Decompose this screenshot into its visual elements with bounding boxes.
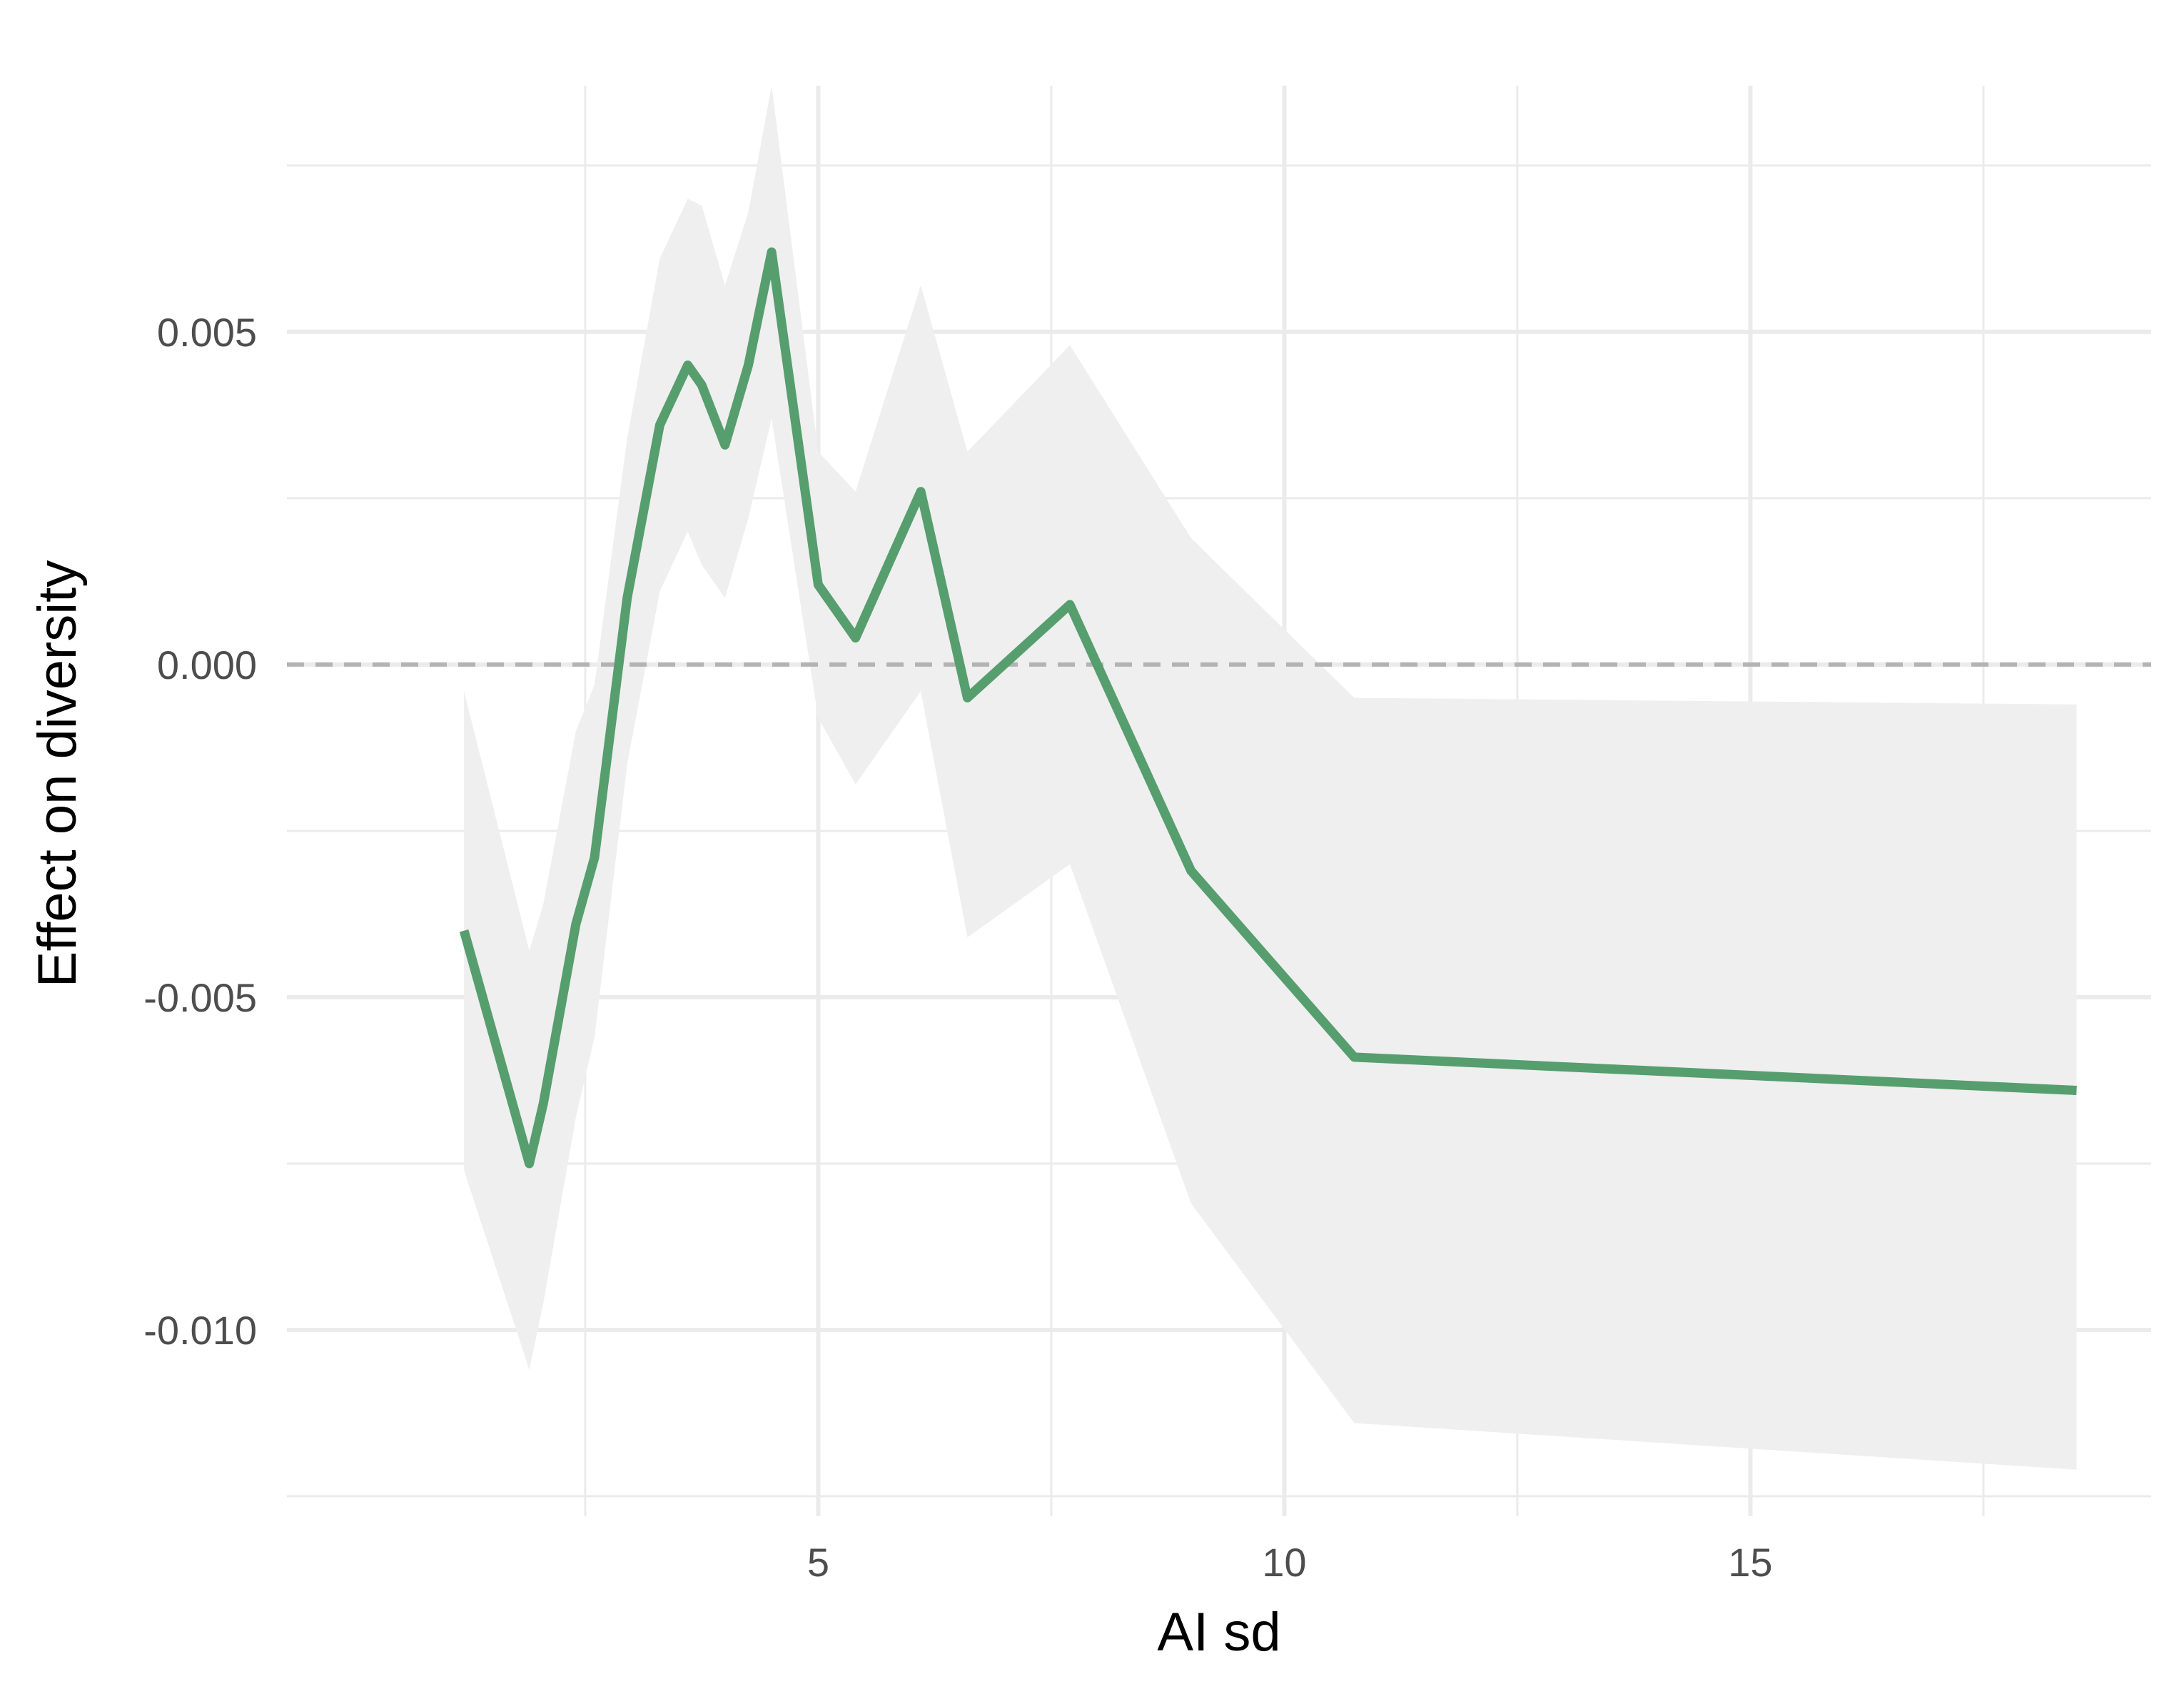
effect-line: [459, 247, 2077, 1169]
x-tick-label: 10: [1262, 1540, 1306, 1585]
y-tick-label: 0.005: [157, 310, 257, 355]
y-tick-labels: -0.010 -0.005 0.000 0.005: [143, 310, 257, 1353]
y-tick-label: -0.005: [143, 975, 257, 1020]
confidence-band: [464, 86, 2077, 1470]
y-tick-label: 0.000: [157, 642, 257, 687]
x-axis-title: AI sd: [1157, 1602, 1280, 1663]
x-tick-label: 15: [1728, 1540, 1772, 1585]
x-tick-labels: 5 10 15: [807, 1540, 1773, 1585]
y-tick-label: -0.010: [143, 1308, 257, 1353]
y-axis-title: Effect on diversity: [27, 560, 88, 987]
x-tick-label: 5: [807, 1540, 829, 1585]
